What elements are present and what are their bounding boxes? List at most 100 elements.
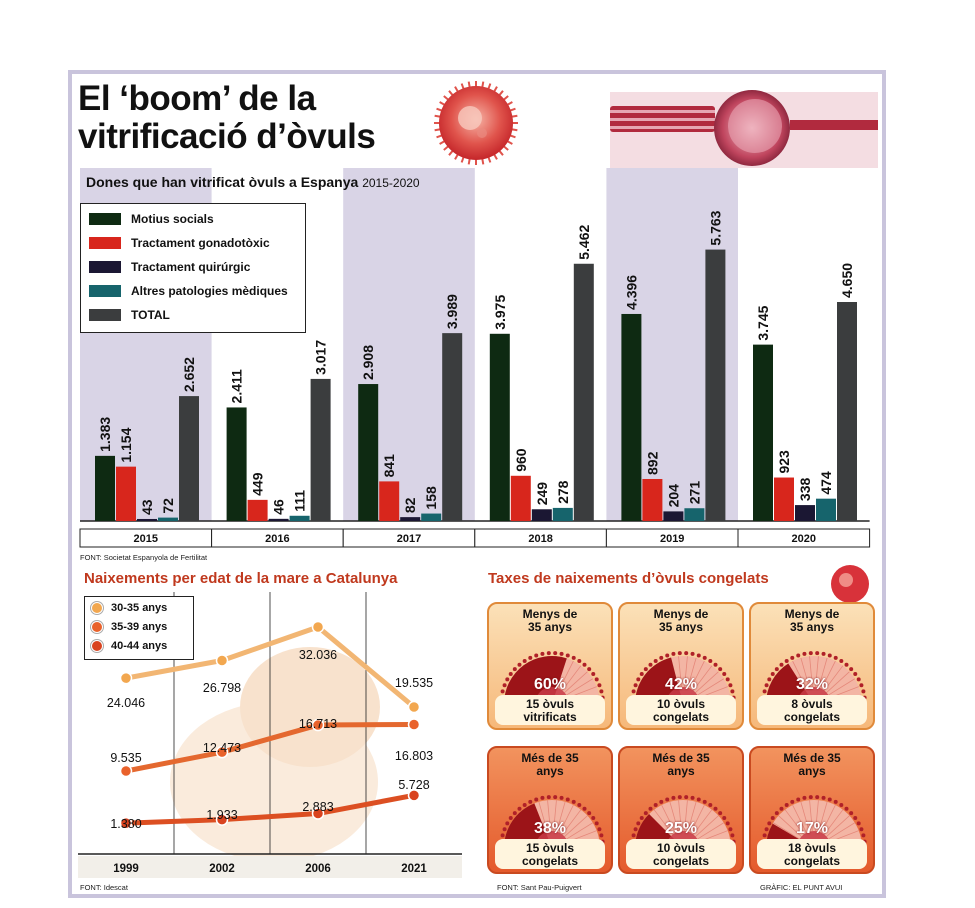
pie-dot [774,667,779,672]
series-point [119,816,133,830]
bar-value-label: 2.411 [229,369,245,403]
pie-dot [802,651,807,656]
rate-card: Menys de 35 anys 60% 15 òvuls vitrificats [487,602,613,730]
pie-dot [859,683,864,688]
graphic-credit: GRÀFIC: EL PUNT AVUI [760,883,843,892]
pie-ray [669,801,679,832]
point-value-label: 26.798 [203,681,241,695]
pie-dot [808,651,813,656]
pie-ray [678,656,682,688]
rate-card-heading-line: 35 anys [658,620,704,634]
series-line [125,792,415,826]
rate-card-footer-line: congelats [521,854,578,868]
pie-dot [767,677,772,682]
pie-dot [833,799,838,804]
bar-value-label: 3.745 [755,305,771,340]
pie-dot [500,689,505,694]
pie-ray [653,809,674,835]
pie-dot [708,802,713,807]
oocyte-spike [487,156,492,163]
pie-ray [687,801,697,832]
pie-ray [823,809,844,835]
pie-ray [561,665,582,691]
rate-card-percent: 42% [664,676,698,693]
bar-2017-s1 [379,481,400,521]
pie-dot [853,816,858,821]
rate-card-footer-line: 18 òvuls [787,841,837,855]
pie-dot [587,667,592,672]
bar-2016-s0 [226,407,247,521]
bar-value-label: 4.396 [623,275,639,310]
bar-chart-source: FONT: Societat Espanyola de Fertilitat [80,553,208,562]
pie-ray [561,809,582,835]
rate-card: Més de 35 anys 38% 15 òvuls congelats [487,746,613,874]
bar-2016-s3 [289,515,310,521]
bar-2016-s2 [268,518,289,521]
bar-value-label: 474 [818,471,834,495]
pie-ray [695,671,719,693]
line-chart-title: Naixements per edat de la mare a Catalun… [84,570,398,587]
bar-2017-s3 [421,513,442,521]
pie-dot [762,833,767,838]
bar-value-label: 249 [534,482,550,506]
pie-ray [809,800,813,832]
pie-dot [528,655,533,660]
year-cell [737,528,871,548]
legend-item-motius-socials: Motius socials [89,212,214,226]
pie-dot [594,677,599,682]
pie-ray [566,822,594,840]
pie-ray [815,800,819,832]
pie-dot [853,672,858,677]
legend-item-quirurgic: Tractament quirúrgic [89,260,250,274]
bar-value-label: 923 [776,450,792,474]
legend-item-altres: Altres patologies mèdiques [89,284,288,298]
bar-2019-s3 [684,508,705,521]
legend-dot [91,621,103,633]
pie-dot [796,797,801,802]
pie-dot [770,672,775,677]
legend-label: Tractament gonadotòxic [131,236,270,250]
pie-dot [659,655,664,660]
rate-card-footer-bg [757,695,867,725]
x-tick-label: 1999 [113,863,139,875]
pie-dot [577,802,582,807]
pie-dot [684,795,689,800]
oocyte-spike [467,81,471,88]
bar-value-label: 841 [381,454,397,478]
pie-dot [702,799,707,804]
rate-card-heading-line: Més de 35 [783,751,841,765]
pie-dot [730,833,735,838]
legend-label: 30-35 anys [111,602,168,614]
x-tick-label: 2021 [401,863,427,875]
pie-dot [839,802,844,807]
series-point [215,745,229,759]
pie-dot [540,795,545,800]
legend-dot [91,602,103,614]
pie-dot [659,799,664,804]
pie-ray [564,671,588,693]
pie-dot [633,683,638,688]
pie-dot [762,689,767,694]
pie-dot [582,662,587,667]
pie-dot [802,795,807,800]
bar-value-label: 204 [665,484,681,508]
bar-2015-s4 [179,396,199,521]
bar-2015-s3 [158,517,178,521]
pie-dot [690,795,695,800]
legend-label: 40-44 anys [111,640,168,652]
pie-dot [844,806,849,811]
pie-ray [556,801,566,832]
bar-value-label: 82 [402,497,418,513]
bar-2015-s2 [137,518,157,521]
series-point [215,654,229,667]
pie-dot [508,816,513,821]
pie-dot [653,658,658,663]
pie-dot [502,683,507,688]
pie-dot [648,806,653,811]
pie-dot [839,658,844,663]
bar-2018-s0 [489,333,510,521]
bar-chart-title: Dones que han vitrificat òvuls a Espanya… [86,174,420,190]
pie-dot [565,653,570,658]
pie-ray [684,656,688,688]
bar-value-label: 2.652 [181,357,197,392]
